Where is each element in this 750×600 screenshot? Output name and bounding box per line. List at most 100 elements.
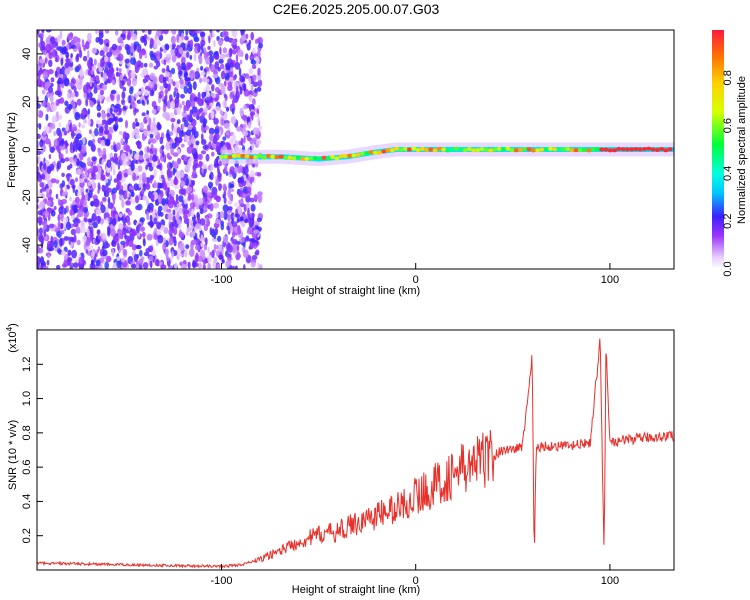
noise-blob <box>120 257 126 263</box>
snr-ticks: -100 0 100 0.2 0.4 0.6 0.8 1.0 1.2 <box>21 357 619 587</box>
noise-blob <box>86 228 90 237</box>
noise-blob <box>54 90 61 96</box>
signal-peak <box>454 146 459 151</box>
noise-blob <box>113 125 118 132</box>
noise-blob <box>82 260 87 266</box>
noise-blob <box>129 86 134 92</box>
noise-blob <box>228 182 232 190</box>
noise-blob <box>87 157 91 163</box>
noise-blob <box>235 90 240 100</box>
noise-blob <box>91 65 97 71</box>
y-tick-label: 1.0 <box>21 391 33 406</box>
noise-blob <box>66 184 71 190</box>
noise-blob <box>70 228 77 236</box>
noise-blob <box>197 46 201 53</box>
noise-blob <box>156 164 162 169</box>
noise-blob <box>91 250 95 259</box>
noise-blob <box>61 191 67 197</box>
noise-blob <box>187 261 191 269</box>
noise-blob <box>183 249 188 258</box>
noise-blob <box>236 126 242 132</box>
signal-peak <box>278 154 284 159</box>
noise-blob <box>223 190 227 198</box>
noise-blob <box>153 182 158 189</box>
noise-blob <box>184 76 188 82</box>
noise-blob <box>123 172 128 178</box>
signal-peak <box>385 148 391 153</box>
noise-blob <box>182 260 187 265</box>
noise-blob <box>110 210 116 218</box>
noise-blob <box>167 133 171 141</box>
noise-blob <box>99 50 105 57</box>
noise-blob <box>148 81 155 88</box>
noise-blob <box>189 218 192 223</box>
noise-blob <box>73 234 77 242</box>
noise-blob <box>178 207 183 216</box>
noise-blob <box>216 212 219 219</box>
noise-blob <box>200 65 204 71</box>
noise-blob <box>185 30 189 36</box>
noise-blob <box>200 234 204 242</box>
noise-blob <box>166 152 171 159</box>
noise-blob <box>73 262 79 268</box>
noise-blob <box>103 119 107 125</box>
noise-blob <box>85 188 89 193</box>
noise-blob <box>173 236 177 242</box>
noise-blob <box>82 137 86 145</box>
signal-peak <box>261 155 267 160</box>
signal-peak <box>458 147 464 152</box>
noise-blob <box>159 136 164 145</box>
noise-blob <box>39 256 45 265</box>
noise-blob <box>61 198 67 205</box>
noise-blob <box>71 184 76 189</box>
noise-blob <box>102 84 107 91</box>
noise-blob <box>224 94 228 101</box>
noise-blob <box>39 181 45 188</box>
noise-blob <box>214 61 220 70</box>
noise-blob <box>104 123 109 131</box>
noise-blob <box>189 109 193 117</box>
noise-blob <box>146 146 150 153</box>
colorbar-label: Normalized spectral amplitude <box>736 76 748 224</box>
noise-blob <box>231 98 235 107</box>
noise-blob <box>215 178 219 186</box>
noise-blob <box>122 106 127 111</box>
noise-blob <box>37 210 43 216</box>
noise-blob <box>39 58 45 64</box>
signal-peak <box>381 149 387 154</box>
noise-blob <box>90 69 94 75</box>
noise-blob <box>210 97 214 103</box>
noise-blob <box>81 108 87 116</box>
noise-blob <box>75 42 81 50</box>
noise-blob <box>248 77 252 87</box>
noise-blob <box>48 154 52 160</box>
noise-blob <box>252 74 257 82</box>
signal-peak <box>475 148 481 152</box>
noise-blob <box>163 30 169 35</box>
noise-blob <box>54 56 58 63</box>
noise-blob <box>142 195 148 201</box>
noise-blob <box>241 193 248 199</box>
noise-blob <box>93 198 100 208</box>
noise-blob <box>74 157 77 163</box>
noise-blob <box>180 180 186 188</box>
noise-blob <box>167 212 173 221</box>
noise-blob <box>127 209 132 216</box>
noise-blob <box>72 222 79 228</box>
noise-blob <box>73 208 79 213</box>
signal-peak <box>612 148 618 153</box>
noise-blob <box>156 230 162 236</box>
noise-blob <box>102 249 108 257</box>
noise-blob <box>91 212 97 222</box>
noise-blob <box>76 218 81 224</box>
noise-blob <box>220 70 226 80</box>
signal-peak <box>360 151 365 156</box>
noise-blob <box>96 112 102 118</box>
signal-peak <box>334 156 340 161</box>
noise-blob <box>186 114 192 121</box>
noise-blob <box>46 259 50 266</box>
noise-blob <box>42 130 47 136</box>
noise-blob <box>193 159 199 168</box>
noise-blob <box>81 124 86 129</box>
noise-blob <box>61 250 67 256</box>
